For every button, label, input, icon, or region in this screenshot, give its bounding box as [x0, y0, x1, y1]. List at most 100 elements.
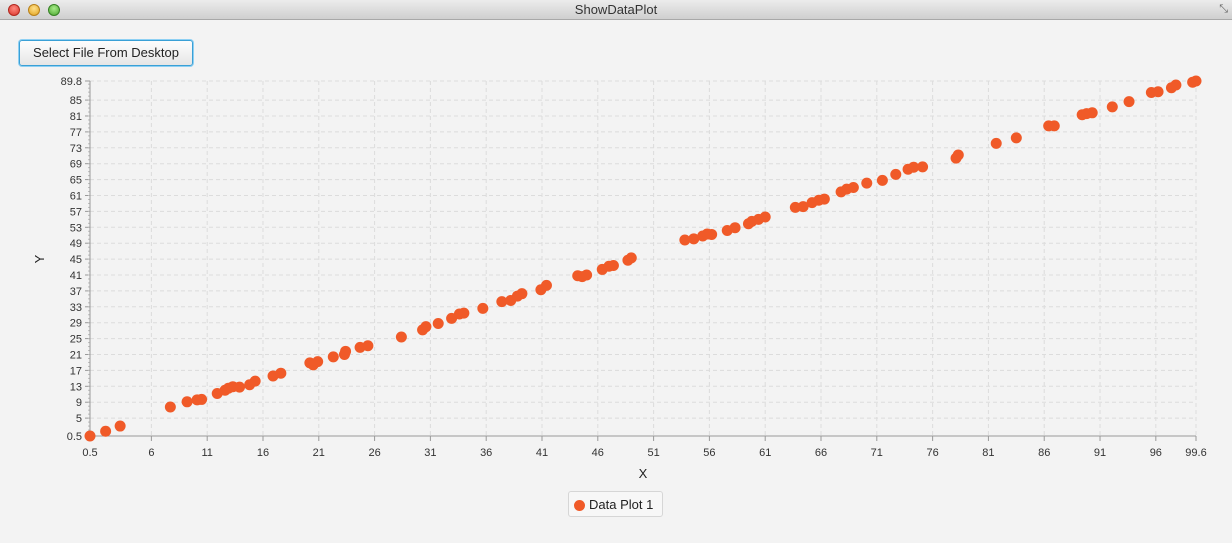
data-point — [84, 430, 96, 442]
chart-points — [84, 75, 1202, 442]
x-tick-label: 51 — [647, 447, 659, 459]
x-tick-label: 11 — [201, 447, 212, 459]
data-point — [100, 425, 112, 437]
data-point — [1123, 96, 1135, 108]
y-tick-label: 65 — [70, 175, 82, 187]
chart-axes — [85, 80, 1197, 441]
y-tick-label: 61 — [70, 190, 82, 202]
y-tick-label: 21 — [70, 350, 82, 362]
data-point — [818, 193, 830, 205]
minimize-window-button[interactable] — [28, 4, 40, 16]
y-tick-label: 89.8 — [61, 76, 82, 88]
data-point — [234, 381, 246, 393]
data-point — [312, 356, 324, 368]
legend-label: Data Plot 1 — [589, 497, 654, 512]
close-window-button[interactable] — [8, 4, 20, 16]
data-point — [420, 321, 432, 333]
chart-tick-labels: 0.5 6 11 16 21 26 31 36 41 46 51 56 61 66 71 76 81 86 91 96… — [61, 76, 1207, 459]
x-tick-label: 31 — [424, 447, 436, 459]
y-tick-label: 45 — [70, 254, 82, 266]
data-point — [458, 307, 470, 319]
data-point — [861, 177, 873, 189]
y-tick-label: 25 — [70, 334, 82, 346]
data-point — [327, 351, 339, 363]
y-tick-label: 33 — [70, 302, 82, 314]
x-tick-label: 61 — [759, 447, 771, 459]
window-titlebar: ShowDataPlot ⤡ — [0, 0, 1232, 20]
data-point — [432, 317, 444, 329]
data-point — [275, 367, 287, 379]
data-point — [164, 401, 176, 413]
x-tick-label: 76 — [926, 447, 938, 459]
data-point — [990, 137, 1002, 149]
y-tick-label: 53 — [70, 222, 82, 234]
chart-legend: Data Plot 1 — [568, 491, 663, 517]
data-point — [607, 259, 619, 271]
fullscreen-icon[interactable]: ⤡ — [1219, 3, 1228, 15]
data-point — [759, 211, 771, 223]
x-tick-label: 6 — [148, 447, 154, 459]
scatter-chart: 0.5 6 11 16 21 26 31 36 41 46 51 56 61 66 71 76 81 86 91 96… — [32, 75, 1207, 481]
data-point — [688, 233, 700, 245]
x-tick-label: 46 — [592, 447, 604, 459]
zoom-window-button[interactable] — [48, 4, 60, 16]
data-point — [1010, 132, 1022, 144]
data-point — [340, 345, 352, 357]
data-point — [847, 182, 859, 194]
data-point — [1048, 120, 1060, 132]
y-tick-label: 81 — [70, 111, 82, 123]
y-tick-label: 9 — [76, 397, 82, 409]
x-tick-label: 41 — [536, 447, 548, 459]
y-axis-label: Y — [32, 254, 47, 263]
data-point — [679, 234, 691, 246]
data-point — [181, 396, 193, 408]
data-point — [395, 331, 407, 343]
data-point — [706, 228, 718, 240]
data-point — [477, 302, 489, 314]
data-point — [729, 222, 741, 234]
data-point — [1086, 107, 1098, 119]
y-tick-label: 73 — [70, 143, 82, 155]
x-tick-label: 26 — [368, 447, 380, 459]
y-tick-label: 13 — [70, 381, 82, 393]
x-tick-label: 96 — [1150, 447, 1162, 459]
data-point — [890, 168, 902, 180]
y-tick-label: 57 — [70, 206, 82, 218]
x-tick-label: 99.6 — [1185, 447, 1206, 459]
x-tick-label: 0.5 — [82, 447, 97, 459]
y-tick-label: 17 — [70, 365, 82, 377]
y-tick-label: 85 — [70, 95, 82, 107]
y-tick-label: 0.5 — [67, 431, 82, 443]
select-file-button[interactable]: Select File From Desktop — [19, 40, 193, 66]
y-tick-label: 41 — [70, 270, 82, 282]
y-tick-label: 37 — [70, 286, 82, 298]
x-tick-label: 36 — [480, 447, 492, 459]
data-point — [908, 161, 920, 173]
data-point — [876, 174, 888, 186]
x-tick-label: 56 — [703, 447, 715, 459]
x-tick-label: 71 — [871, 447, 883, 459]
y-tick-label: 69 — [70, 159, 82, 171]
data-point — [581, 269, 593, 281]
data-point — [540, 279, 552, 291]
data-point — [516, 288, 528, 300]
data-point — [917, 161, 929, 173]
x-axis-label: X — [639, 466, 648, 481]
x-tick-label: 81 — [982, 447, 994, 459]
x-tick-label: 86 — [1038, 447, 1050, 459]
data-point — [1106, 101, 1118, 113]
chart-grid — [89, 80, 1197, 437]
data-point — [625, 252, 637, 264]
y-tick-label: 29 — [70, 318, 82, 330]
data-point — [952, 149, 964, 161]
legend-marker — [574, 500, 585, 511]
data-point — [496, 296, 508, 308]
x-tick-label: 21 — [313, 447, 325, 459]
data-point — [1190, 75, 1202, 87]
window-title: ShowDataPlot — [574, 2, 658, 17]
x-tick-label: 91 — [1094, 447, 1106, 459]
y-tick-label: 77 — [70, 127, 82, 139]
y-tick-label: 49 — [70, 238, 82, 250]
data-point — [249, 375, 261, 387]
data-point — [1152, 86, 1164, 98]
